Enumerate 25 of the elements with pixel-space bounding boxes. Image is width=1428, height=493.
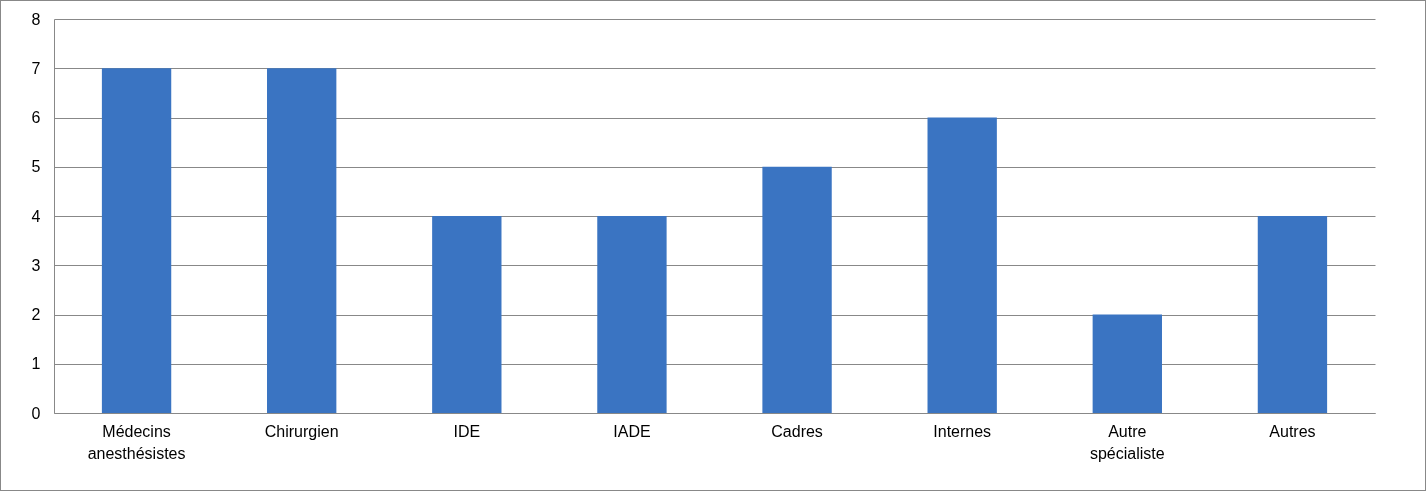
bar bbox=[762, 166, 832, 413]
bar bbox=[267, 68, 337, 413]
bar bbox=[432, 216, 502, 413]
bar bbox=[1092, 314, 1162, 413]
x-tick-label: IADE bbox=[613, 422, 651, 440]
y-tick-label: 5 bbox=[31, 158, 41, 176]
bar bbox=[927, 117, 997, 413]
y-tick-label: 0 bbox=[31, 404, 41, 422]
y-tick-label: 1 bbox=[31, 355, 41, 373]
y-tick-label: 3 bbox=[31, 256, 41, 274]
y-tick-label: 6 bbox=[31, 109, 41, 126]
x-tick-label: Autres bbox=[1269, 422, 1316, 440]
y-tick-label: 4 bbox=[31, 207, 41, 225]
x-tick-label: Médecins anesthésistes bbox=[87, 422, 186, 462]
x-tick-label: Autre spécialiste bbox=[1089, 422, 1165, 462]
bar bbox=[101, 68, 172, 413]
bar bbox=[1257, 216, 1328, 413]
x-tick-label: IDE bbox=[453, 422, 481, 440]
x-tick-label: Internes bbox=[933, 422, 992, 440]
y-tick-label: 2 bbox=[31, 306, 41, 323]
x-tick-label: Chirurgien bbox=[264, 422, 339, 440]
y-tick-label: 7 bbox=[31, 59, 41, 77]
x-tick-label: Cadres bbox=[771, 422, 823, 440]
y-tick-label: 8 bbox=[31, 10, 41, 28]
bar bbox=[597, 216, 667, 413]
